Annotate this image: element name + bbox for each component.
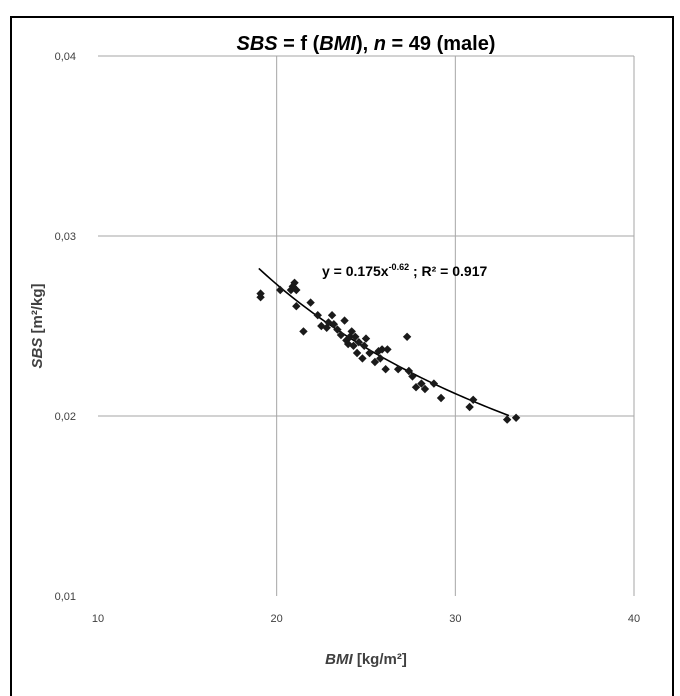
grid-layer xyxy=(98,55,635,596)
data-point xyxy=(420,384,430,394)
labels-layer: SBS = f (BMI), n = 49 (male)BMI [kg/m²]S… xyxy=(29,33,495,668)
chart-frame xyxy=(10,16,674,696)
x-tick-label: 10 xyxy=(92,613,104,625)
data-point xyxy=(402,332,412,341)
y-axis-label-part: [m²/kg] xyxy=(29,283,46,337)
data-point xyxy=(361,334,371,343)
scatter-chart: 10 20 30 40 0,01 0,02 0,03 0,04 SBS = f (BMI), … xyxy=(29,33,641,668)
x-axis-label-part: [kg/m²] xyxy=(353,651,407,668)
data-point xyxy=(511,413,521,422)
data-point xyxy=(290,278,299,287)
data-point xyxy=(469,395,478,404)
data-point xyxy=(299,327,308,336)
chart-title-part: = f ( xyxy=(278,33,320,55)
data-point xyxy=(336,330,346,340)
data-point xyxy=(429,379,439,388)
data-point xyxy=(340,316,349,325)
trendline-equation-r2: ; R² = 0.917 xyxy=(409,263,487,279)
data-point xyxy=(292,285,301,295)
data-point xyxy=(349,341,358,350)
x-axis-label-part: BMI xyxy=(325,651,353,668)
data-point xyxy=(376,354,385,363)
data-point xyxy=(292,302,301,311)
data-point xyxy=(329,320,339,329)
data-point xyxy=(306,298,315,307)
data-point xyxy=(360,341,369,350)
data-point xyxy=(411,383,421,392)
data-point xyxy=(347,327,356,336)
trendline-equation-exponent: -0.62 xyxy=(389,262,410,272)
data-point xyxy=(404,366,414,376)
data-point xyxy=(351,332,360,341)
trendline-equation-base: y = 0.175x xyxy=(322,263,389,279)
chart-title-part: ), xyxy=(356,33,374,55)
chart-title-part: SBS xyxy=(237,33,279,55)
x-tick-label: 40 xyxy=(628,613,640,625)
x-tick-label: 20 xyxy=(271,613,283,625)
data-point xyxy=(358,354,367,363)
data-point xyxy=(408,372,417,381)
data-point xyxy=(465,402,474,412)
y-tick-label: 0,01 xyxy=(55,591,76,603)
data-point xyxy=(365,348,374,358)
y-axis-label-part: SBS xyxy=(29,338,46,369)
data-point xyxy=(256,289,265,298)
data-point xyxy=(352,348,362,358)
x-axis-label: BMI [kg/m²] xyxy=(325,651,407,668)
data-point xyxy=(377,345,387,354)
data-point xyxy=(502,415,512,424)
data-point xyxy=(417,379,426,388)
tick-labels: 10 20 30 40 0,01 0,02 0,03 0,04 xyxy=(55,51,641,625)
chart-title-part: n xyxy=(374,33,386,55)
x-tick-label: 30 xyxy=(449,613,461,625)
chart-title: SBS = f (BMI), n = 49 (male) xyxy=(237,33,496,55)
data-point xyxy=(393,365,403,374)
data-point xyxy=(327,311,337,320)
data-point xyxy=(383,345,392,354)
y-axis-label: SBS [m²/kg] xyxy=(29,283,46,368)
y-tick-label: 0,02 xyxy=(55,411,76,423)
data-point xyxy=(333,325,342,334)
trendline-equation: y = 0.175x-0.62 ; R² = 0.917 xyxy=(322,262,487,279)
chart-title-part: BMI xyxy=(319,33,356,55)
chart-title-part: = 49 (male) xyxy=(386,33,496,55)
data-point xyxy=(276,285,285,295)
data-point xyxy=(354,338,364,347)
y-tick-label: 0,03 xyxy=(55,231,76,243)
data-points xyxy=(256,278,521,424)
data-point xyxy=(381,365,390,374)
data-point xyxy=(313,311,322,320)
data-point xyxy=(370,357,380,367)
y-tick-label: 0,04 xyxy=(55,51,76,63)
data-point xyxy=(436,393,446,403)
